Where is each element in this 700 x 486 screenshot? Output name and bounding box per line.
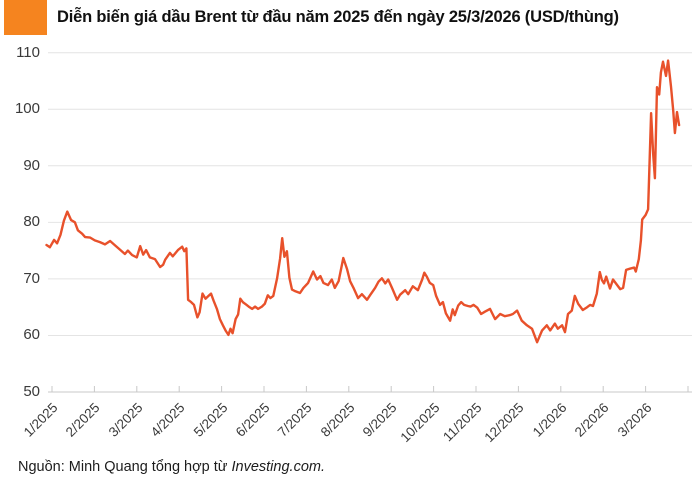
source-note: Nguồn: Minh Quang tổng hợp từ Investing.…	[18, 459, 325, 475]
y-axis-tick-label: 80	[23, 213, 40, 231]
y-axis-tick-label: 70	[23, 269, 40, 287]
page-title: Diễn biến giá dầu Brent từ đầu năm 2025 …	[57, 8, 619, 26]
y-axis-tick-label: 50	[23, 383, 40, 400]
title-accent-square	[4, 0, 47, 35]
y-axis-tick-label: 110	[16, 43, 40, 61]
y-axis-tick-label: 60	[23, 326, 40, 344]
price-line-series	[45, 59, 681, 344]
source-publisher: Investing.com.	[231, 459, 326, 475]
y-axis-tick-label: 90	[23, 156, 40, 174]
source-prefix: Nguồn: Minh Quang tổng hợp từ	[18, 459, 232, 475]
y-axis-tick-label: 100	[14, 100, 40, 118]
